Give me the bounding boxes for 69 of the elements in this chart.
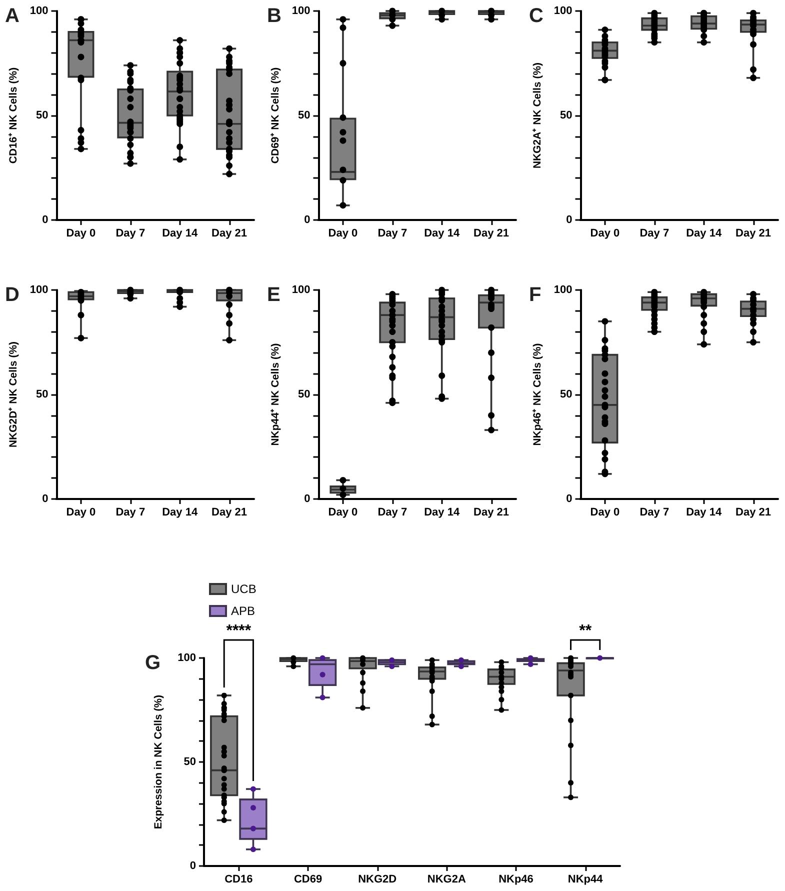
y-tick-label: 100	[292, 5, 310, 17]
y-axis-title: Expression in NK Cells (%)	[152, 694, 164, 830]
y-axis-title: NKG2A⁺ NK Cells (%)	[532, 62, 544, 169]
y-tick-label: 100	[554, 284, 572, 296]
y-tick-label: 100	[30, 5, 48, 17]
y-tick-label: 0	[566, 214, 572, 226]
chart-title: G	[145, 652, 161, 674]
y-tick-label: 50	[298, 110, 310, 122]
x-tick-label: Day 14	[686, 506, 722, 518]
text: ****	[226, 622, 252, 640]
x-tick-label: Day 7	[378, 506, 408, 518]
x-tick-label: NKG2D	[358, 874, 397, 886]
x-tick-label: Day 0	[66, 506, 96, 518]
x-tick-label: Day 21	[736, 228, 772, 240]
x-tick-label: Day 21	[474, 228, 510, 240]
chart-title: B	[267, 5, 282, 27]
x-tick-label: Day 21	[736, 506, 772, 518]
x-tick-label: Day 0	[66, 228, 96, 240]
x-tick-label: CD69	[294, 874, 322, 886]
chart-title: E	[267, 284, 280, 306]
y-tick-label: 0	[190, 860, 196, 872]
x-tick-label: Day 21	[474, 506, 510, 518]
x-tick-label: NKG2A	[427, 874, 466, 886]
y-tick-label: 0	[42, 493, 48, 505]
legend-label: UCB	[231, 582, 256, 596]
x-tick-label: Day 21	[212, 228, 248, 240]
y-tick-label: 50	[36, 388, 48, 400]
y-tick-label: 50	[36, 110, 48, 122]
x-tick-label: Day 14	[424, 506, 460, 518]
x-tick-label: Day 14	[162, 228, 198, 240]
y-tick-label: 0	[304, 214, 310, 226]
y-axis-title: NKp46⁺ NK Cells (%)	[532, 343, 544, 446]
legend-label: APB	[231, 604, 256, 618]
y-tick-label: 100	[178, 652, 196, 664]
y-tick-label: 50	[560, 388, 572, 400]
x-tick-label: Day 14	[424, 228, 460, 240]
x-tick-label: Day 7	[116, 506, 146, 518]
y-tick-label: 100	[30, 284, 48, 296]
y-tick-label: 0	[42, 214, 48, 226]
x-tick-label: NKp46	[498, 874, 534, 886]
x-tick-label: Day 7	[640, 506, 670, 518]
y-tick-label: 50	[184, 756, 196, 768]
chart-title: F	[529, 284, 542, 306]
x-tick-label: Day 0	[590, 228, 620, 240]
chart-title: D	[5, 284, 20, 306]
y-axis-title: NKp44⁺ NK Cells (%)	[270, 343, 282, 446]
text: **	[579, 622, 592, 640]
chart-title: C	[529, 5, 544, 27]
x-tick-label: Day 0	[328, 506, 358, 518]
x-tick-label: NKp44	[568, 874, 604, 886]
y-tick-label: 100	[554, 5, 572, 17]
x-tick-label: Day 14	[686, 228, 722, 240]
x-tick-label: Day 14	[162, 506, 198, 518]
y-tick-label: 0	[304, 493, 310, 505]
x-tick-label: CD16	[224, 874, 253, 886]
x-tick-label: Day 0	[328, 228, 358, 240]
y-tick-label: 0	[566, 493, 572, 505]
x-tick-label: Day 7	[640, 228, 670, 240]
y-axis-title: CD69⁺ NK Cells (%)	[270, 67, 282, 164]
y-tick-label: 50	[298, 388, 310, 400]
y-tick-label: 50	[560, 110, 572, 122]
y-axis-title: CD16⁺ NK Cells (%)	[8, 67, 20, 164]
y-axis-title: NKG2D⁺ NK Cells (%)	[8, 341, 20, 448]
x-tick-label: Day 0	[590, 506, 620, 518]
x-tick-label: Day 21	[212, 506, 248, 518]
chart-title: A	[5, 5, 20, 27]
x-tick-label: Day 7	[378, 228, 408, 240]
x-tick-label: Day 7	[116, 228, 146, 240]
y-tick-label: 100	[292, 284, 310, 296]
